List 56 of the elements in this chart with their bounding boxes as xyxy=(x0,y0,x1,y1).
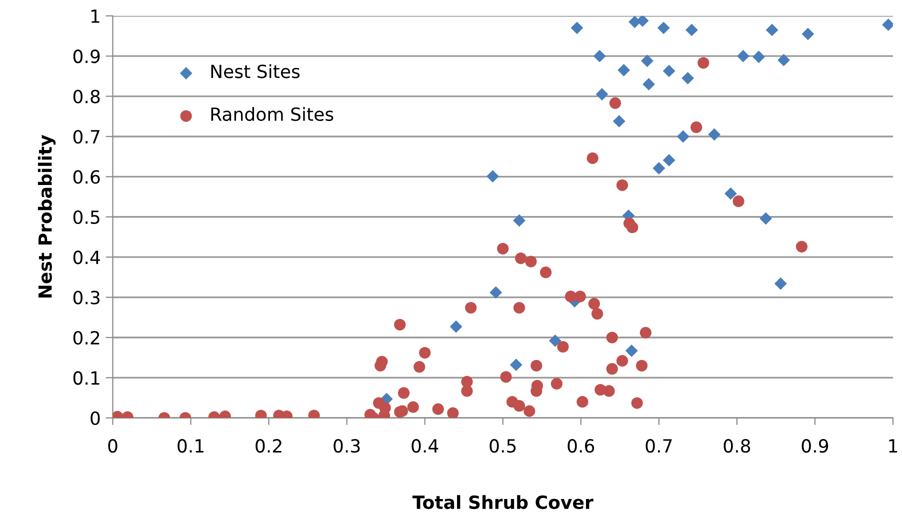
point xyxy=(778,54,790,66)
point xyxy=(640,54,654,68)
point xyxy=(612,114,626,128)
point xyxy=(548,334,562,347)
point xyxy=(752,50,765,64)
point xyxy=(596,88,608,100)
point xyxy=(802,28,814,40)
point xyxy=(662,64,676,78)
x-tick-label: 1 xyxy=(889,439,898,452)
point xyxy=(708,128,721,141)
point xyxy=(513,214,526,227)
x-tick-label: 0.2 xyxy=(256,439,282,453)
point xyxy=(676,130,690,143)
point xyxy=(724,187,737,200)
x-tick-label: 0.7 xyxy=(646,439,672,453)
x-axis-title: Total Shrub Cover xyxy=(412,495,594,510)
x-tick-label: 0.1 xyxy=(178,439,204,453)
point xyxy=(774,277,787,290)
x-tick-label: 0 xyxy=(108,439,118,453)
legend-label: Nest Sites xyxy=(211,64,300,78)
x-tick-label: 0.9 xyxy=(802,439,828,453)
y-tick-label: 0.2 xyxy=(73,330,100,345)
point xyxy=(652,162,666,174)
y-tick-label: 0.6 xyxy=(73,170,100,184)
point xyxy=(486,170,499,182)
point xyxy=(642,78,655,90)
x-tick-label: 0.3 xyxy=(334,439,360,453)
point xyxy=(736,50,750,62)
y-tick-label: 0.9 xyxy=(73,50,100,64)
x-tick-label: 0.5 xyxy=(490,439,516,453)
y-tick-label: 0.8 xyxy=(73,90,100,104)
point xyxy=(570,22,584,34)
point xyxy=(510,358,522,372)
x-tick-label: 0.6 xyxy=(568,439,594,453)
point xyxy=(662,154,676,166)
y-tick-label: 0.1 xyxy=(73,371,100,385)
y-tick-label: 0.7 xyxy=(73,130,100,144)
point xyxy=(657,22,670,34)
y-tick-label: 0.4 xyxy=(73,250,100,264)
y-tick-label: 1 xyxy=(91,10,100,23)
point xyxy=(682,72,694,84)
point xyxy=(625,344,638,357)
y-tick-label: 0 xyxy=(90,411,100,426)
point xyxy=(593,50,606,62)
point xyxy=(450,320,462,333)
point xyxy=(760,212,772,225)
point xyxy=(618,64,630,76)
y-tick-label: 0.5 xyxy=(73,210,100,224)
point xyxy=(490,286,502,299)
point xyxy=(685,24,698,36)
y-axis-title: Nest Probability xyxy=(38,134,56,298)
point xyxy=(766,24,778,36)
x-tick-label: 0.8 xyxy=(724,439,750,453)
y-tick-label: 0.3 xyxy=(73,290,100,304)
x-tick-label: 0.4 xyxy=(412,439,438,453)
legend-label: Random Sites xyxy=(211,107,334,122)
